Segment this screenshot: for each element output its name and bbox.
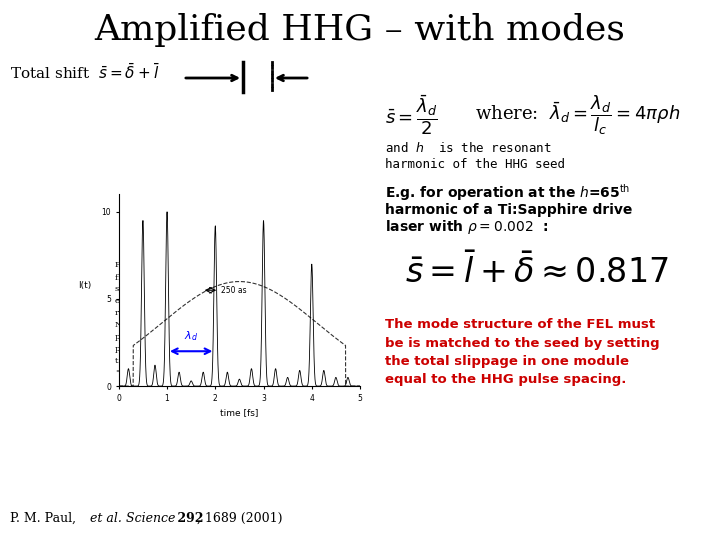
Text: five harmonics, as reconstructed from mea-: five harmonics, as reconstructed from me… [115, 273, 299, 281]
Text: Fig. 4. Temporal intensity profile of a sum of: Fig. 4. Temporal intensity profile of a … [115, 261, 303, 269]
Text: be is matched to the seed by setting: be is matched to the seed by setting [385, 336, 660, 349]
Text: the total slippage in one module: the total slippage in one module [385, 354, 629, 368]
Text: "average.": "average." [115, 369, 159, 377]
Text: and $h$  is the resonant: and $h$ is the resonant [385, 141, 552, 155]
Text: The mode structure of the FEL must: The mode structure of the FEL must [385, 319, 655, 332]
Text: harmonic of the HHG seed: harmonic of the HHG seed [385, 159, 565, 172]
Text: harmonic of a Ti:Sapphire drive: harmonic of a Ti:Sapphire drive [385, 203, 632, 217]
Text: laser with $\rho = 0.002$  :: laser with $\rho = 0.002$ : [385, 218, 549, 236]
Text: Science: Science [122, 511, 176, 524]
Text: $\bar{s} = \bar{l} + \bar{\delta} \approx 0.817$: $\bar{s} = \bar{l} + \bar{\delta} \appro… [405, 254, 669, 291]
Y-axis label: I(t): I(t) [78, 281, 91, 291]
Text: 250 as: 250 as [221, 286, 247, 295]
Text: properties of pulses in the train by assuming all: properties of pulses in the train by ass… [115, 333, 317, 341]
Text: , 1689 (2001): , 1689 (2001) [197, 511, 282, 524]
X-axis label: time [fs]: time [fs] [220, 408, 258, 417]
Text: 292: 292 [173, 511, 204, 524]
Text: Amplified HHG – with modes: Amplified HHG – with modes [94, 13, 626, 47]
Text: where:  $\bar{\lambda}_d = \dfrac{\lambda_d}{l_c} = 4\pi\rho h$: where: $\bar{\lambda}_d = \dfrac{\lambda… [475, 93, 680, 137]
Text: each peak is ~250 as. The cosine function: each peak is ~250 as. The cosine functio… [115, 297, 292, 305]
Text: ties might have some variation around this: ties might have some variation around th… [115, 357, 295, 365]
Text: pulses are identical; in reality the pulse proper-: pulses are identical; in reality the pul… [115, 345, 316, 353]
Text: equal to the HHG pulse spacing.: equal to the HHG pulse spacing. [385, 373, 626, 386]
Text: P. M. Paul,: P. M. Paul, [10, 511, 80, 524]
Text: Total shift  $\bar{s} = \bar{\delta} + \bar{l}$: Total shift $\bar{s} = \bar{\delta} + \b… [10, 63, 160, 82]
Text: et al.: et al. [90, 511, 122, 524]
Text: $\bar{s} = \dfrac{\bar{\lambda}_d}{2}$: $\bar{s} = \dfrac{\bar{\lambda}_d}{2}$ [385, 93, 438, 137]
Text: Note that this reconstruction recovers "typical": Note that this reconstruction recovers "… [115, 321, 316, 329]
Text: sured phases and amplitudes. The FWHM of: sured phases and amplitudes. The FWHM of [115, 285, 303, 293]
Text: E.g. for operation at the $h$=65$^{\rm th}$: E.g. for operation at the $h$=65$^{\rm t… [385, 183, 631, 204]
Text: $\lambda_d$: $\lambda_d$ [184, 329, 198, 342]
Text: represents the IR probe field for zero delay.: represents the IR probe field for zero d… [115, 309, 300, 317]
